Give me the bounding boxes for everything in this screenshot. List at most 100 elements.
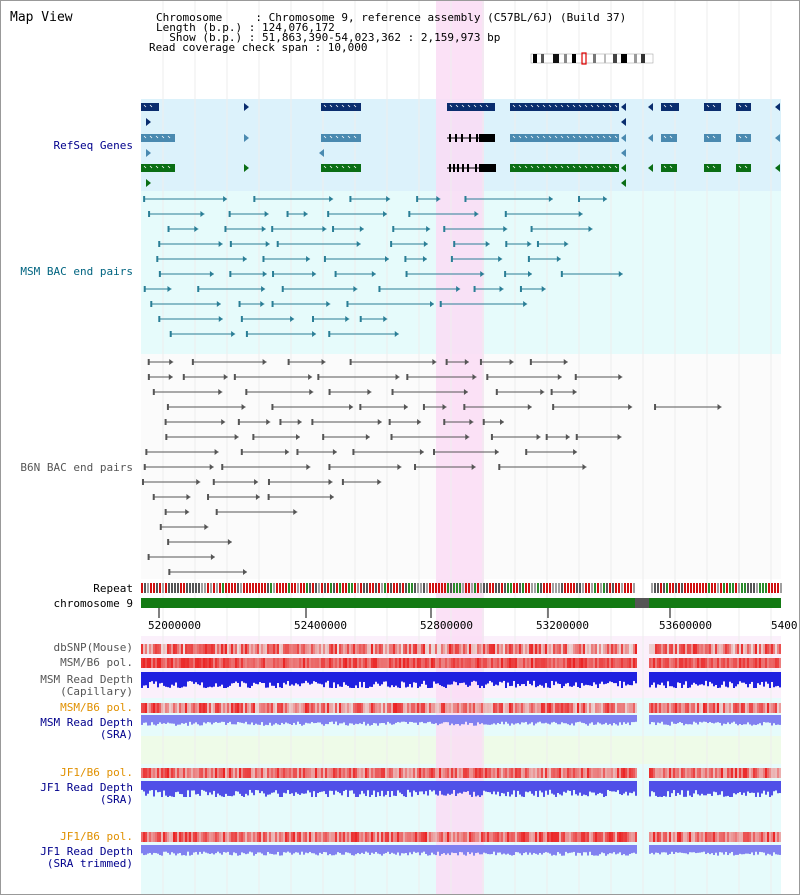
depth-bar: [563, 845, 565, 856]
depth-bar: [407, 845, 409, 856]
jf1-depth-trimmed-label[interactable]: JF1 Read Depth: [40, 845, 133, 858]
depth-bar: [353, 715, 355, 725]
depth-bar: [405, 715, 407, 723]
strand-mark: [560, 165, 564, 169]
pol-cell: [665, 703, 667, 713]
pol-cell: [271, 658, 273, 668]
depth-bar: [421, 845, 423, 853]
refseq-track[interactable]: [141, 103, 780, 187]
depth-bar: [379, 672, 381, 686]
depth-bar: [277, 715, 279, 725]
pol-cell: [663, 644, 665, 654]
depth-bar: [387, 672, 389, 687]
jf1-pol-label[interactable]: JF1/B6 pol.: [60, 766, 133, 779]
depth-bar: [469, 845, 471, 855]
repeat-element: [615, 583, 617, 593]
pol-cell: [479, 644, 481, 654]
pol-cell: [629, 768, 631, 778]
bac-end: [311, 419, 314, 425]
pol-cell: [403, 768, 405, 778]
strand-mark: [536, 165, 540, 169]
depth-bar: [423, 672, 425, 681]
bac-end: [216, 301, 221, 307]
depth-bar: [185, 781, 187, 797]
depth-bar: [319, 781, 321, 793]
polymorphism-depth-tracks[interactable]: [141, 644, 781, 856]
pol-cell: [739, 703, 741, 713]
pol-cell: [321, 832, 323, 842]
pol-cell: [325, 768, 327, 778]
depth-bar: [235, 781, 237, 792]
pol-cell: [777, 832, 779, 842]
msm-bac-track-label[interactable]: MSM BAC end pairs: [20, 265, 133, 278]
pol-cell: [415, 768, 417, 778]
msm-b6-pol-label[interactable]: MSM/B6 pol.: [60, 656, 133, 669]
depth-bar: [161, 781, 163, 797]
refseq-track-label[interactable]: RefSeq Genes: [53, 139, 133, 152]
depth-bar: [239, 672, 241, 687]
pol-cell: [241, 832, 243, 842]
depth-bar: [317, 845, 319, 856]
pol-cell: [565, 703, 567, 713]
pol-cell: [251, 644, 253, 654]
depth-bar: [737, 672, 739, 685]
depth-bar: [707, 845, 709, 853]
pol-cell: [425, 832, 427, 842]
b6n-bac-track-label[interactable]: B6N BAC end pairs: [20, 461, 133, 474]
pol-cell: [507, 644, 509, 654]
depth-bar: [271, 781, 273, 793]
pol-cell: [751, 768, 753, 778]
depth-bar: [467, 781, 469, 792]
pol-cell: [215, 644, 217, 654]
msm-bac-track[interactable]: [143, 196, 623, 337]
depth-bar: [327, 845, 329, 856]
pol-cell: [181, 768, 183, 778]
chromosome-ideogram[interactable]: [530, 52, 654, 65]
depth-bar: [531, 715, 533, 723]
depth-bar: [499, 845, 501, 853]
depth-bar: [269, 672, 271, 683]
pol-cell: [253, 658, 255, 668]
pol-cell: [427, 644, 429, 654]
bac-end: [572, 389, 577, 395]
depth-bar: [373, 672, 375, 685]
depth-bar: [395, 715, 397, 723]
pol-cell: [289, 644, 291, 654]
depth-bar: [723, 672, 725, 682]
pol-cell: [673, 768, 675, 778]
msm-depth-capillary-label[interactable]: MSM Read Depth: [40, 673, 133, 686]
msm-depth-sra-label[interactable]: MSM Read Depth: [40, 716, 133, 729]
pol-cell: [507, 832, 509, 842]
pol-cell: [373, 832, 375, 842]
pol-cell: [747, 658, 749, 668]
depth-bar: [471, 715, 473, 724]
pol-cell: [467, 768, 469, 778]
depth-bar: [257, 672, 259, 685]
pol-cell: [763, 703, 765, 713]
jf1-depth-label[interactable]: JF1 Read Depth: [40, 781, 133, 794]
repeat-track[interactable]: [141, 583, 782, 593]
msm-b6-pol-sra-label[interactable]: MSM/B6 pol.: [60, 701, 133, 714]
repeat-element: [660, 583, 662, 593]
depth-bar: [553, 845, 555, 855]
depth-bar: [423, 781, 425, 795]
depth-bar: [687, 781, 689, 791]
depth-bar: [705, 672, 707, 681]
pol-cell: [259, 644, 261, 654]
pol-cell: [747, 768, 749, 778]
pol-cell: [567, 658, 569, 668]
pol-cell: [715, 658, 717, 668]
jf1-pol-2-label[interactable]: JF1/B6 pol.: [60, 830, 133, 843]
bac-end: [152, 494, 155, 500]
dbsnp-track-label[interactable]: dbSNP(Mouse): [53, 641, 133, 654]
depth-bar: [629, 672, 631, 686]
pol-cell: [587, 832, 589, 842]
repeat-element: [309, 583, 311, 593]
pol-cell: [421, 768, 423, 778]
pol-cell: [305, 768, 307, 778]
depth-bar: [229, 672, 231, 686]
pol-cell: [669, 644, 671, 654]
b6n-bac-track[interactable]: [141, 359, 722, 575]
